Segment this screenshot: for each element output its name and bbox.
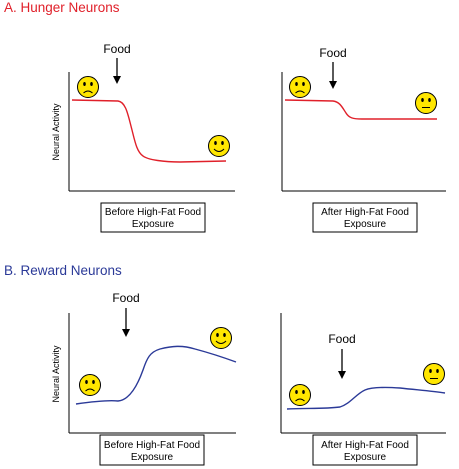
section-a-title: A. Hunger Neurons: [4, 0, 120, 15]
y-axis-label: Neural Activity: [51, 345, 61, 403]
panel-reward-before: Neural Activity Food Before High-Fat Foo…: [51, 291, 237, 466]
face-eye: [221, 141, 224, 145]
caption-line-1: Before High-Fat Food: [104, 440, 200, 451]
activity-trace: [284, 99, 437, 120]
panel-hunger-after: Food After High-Fat Food Exposure: [281, 46, 446, 233]
section-b-title: B. Reward Neurons: [4, 263, 122, 278]
sad-face-icon: [289, 384, 311, 406]
sad-face-icon: [79, 374, 101, 396]
panel-reward-after: Food After High-Fat Food Exposure: [280, 313, 446, 466]
caption-box: [100, 202, 206, 233]
face-mouth: [215, 340, 227, 344]
caption-box: [99, 434, 205, 466]
caption-line-2: Exposure: [132, 219, 175, 230]
face-eye: [216, 333, 219, 337]
caption-line-1: After High-Fat Food: [321, 207, 409, 218]
face-outline: [289, 384, 311, 406]
neutral-face-icon: [415, 92, 437, 114]
food-label: Food: [328, 332, 355, 346]
face-eye: [428, 98, 431, 102]
face-eye: [90, 82, 93, 86]
face-eye: [302, 82, 305, 86]
caption-box: [312, 434, 418, 466]
y-axis-label: Neural Activity: [51, 103, 61, 161]
sad-face-icon: [77, 76, 99, 98]
activity-trace: [286, 386, 446, 410]
caption-line-2: Exposure: [344, 452, 387, 463]
face-eye: [429, 369, 432, 373]
face-eye: [85, 380, 88, 384]
food-label: Food: [112, 291, 139, 305]
activity-trace: [75, 345, 237, 405]
panel-hunger-before: Neural Activity Food Before High-Fat Foo…: [51, 42, 235, 233]
face-outline: [79, 374, 101, 396]
face-eye: [302, 390, 305, 394]
caption-line-2: Exposure: [131, 452, 174, 463]
face-eye: [223, 333, 226, 337]
caption-line-1: Before High-Fat Food: [105, 207, 201, 218]
face-eye: [83, 82, 86, 86]
face-outline: [415, 92, 437, 114]
face-mouth: [213, 148, 225, 152]
face-outline: [423, 363, 445, 385]
face-mouth: [83, 90, 93, 94]
caption-box: [312, 202, 418, 233]
face-eye: [421, 98, 424, 102]
neutral-face-icon: [423, 363, 445, 385]
activity-trace: [71, 99, 227, 163]
caption-line-2: Exposure: [344, 219, 387, 230]
caption-line-1: After High-Fat Food: [321, 440, 409, 451]
sad-face-icon: [289, 76, 311, 98]
face-eye: [295, 82, 298, 86]
face-outline: [210, 327, 232, 349]
face-mouth: [85, 388, 95, 392]
face-outline: [289, 76, 311, 98]
food-label: Food: [319, 46, 346, 60]
face-eye: [214, 141, 217, 145]
face-outline: [77, 76, 99, 98]
food-label: Food: [103, 42, 130, 56]
happy-face-icon: [210, 327, 232, 349]
face-eye: [92, 380, 95, 384]
face-mouth: [295, 90, 305, 94]
happy-face-icon: [208, 135, 230, 157]
face-eye: [295, 390, 298, 394]
face-outline: [208, 135, 230, 157]
face-mouth: [295, 398, 305, 402]
face-eye: [436, 369, 439, 373]
